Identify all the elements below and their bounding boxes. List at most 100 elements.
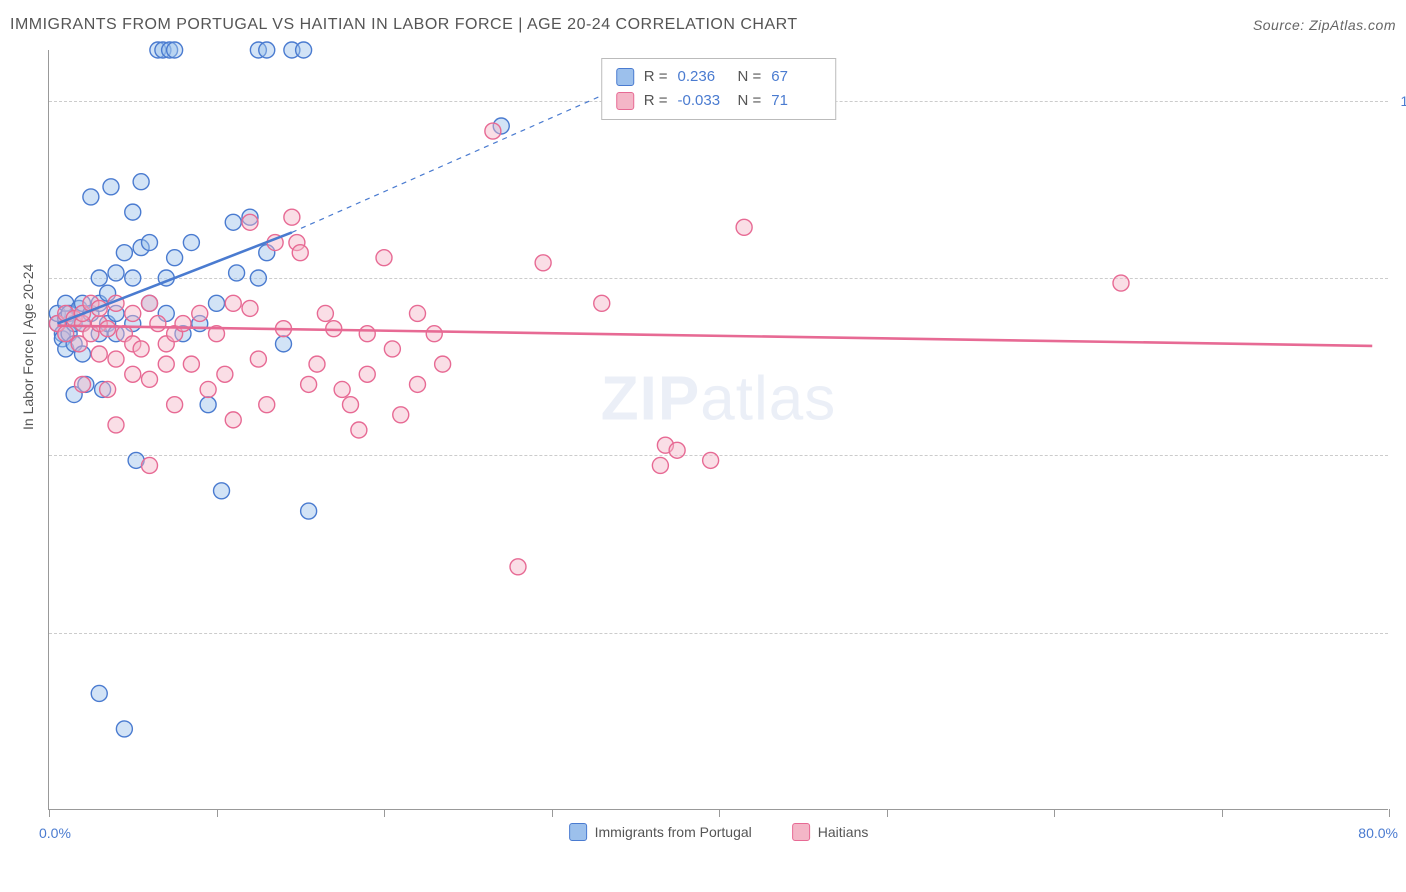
data-point — [200, 397, 216, 413]
data-point — [91, 270, 107, 286]
data-point — [343, 397, 359, 413]
bottom-legend-swatch-2 — [792, 823, 810, 841]
data-point — [192, 305, 208, 321]
x-tick — [887, 809, 888, 817]
x-label-max: 80.0% — [1358, 825, 1398, 841]
data-point — [108, 351, 124, 367]
data-point — [100, 381, 116, 397]
bottom-legend-item-2: Haitians — [792, 823, 869, 841]
data-point — [167, 397, 183, 413]
data-point — [167, 42, 183, 58]
data-point — [301, 503, 317, 519]
y-tick-label: 65.0% — [1393, 447, 1406, 463]
data-point — [736, 219, 752, 235]
y-axis-label: In Labor Force | Age 20-24 — [20, 264, 36, 430]
regression-line — [57, 326, 1372, 346]
data-point — [250, 351, 266, 367]
bottom-legend-item-1: Immigrants from Portugal — [569, 823, 752, 841]
data-point — [359, 366, 375, 382]
data-point — [259, 42, 275, 58]
data-point — [133, 174, 149, 190]
data-point — [108, 417, 124, 433]
r-label: R = — [644, 65, 668, 89]
bottom-legend: Immigrants from Portugal Haitians — [569, 823, 869, 841]
source-label: Source: ZipAtlas.com — [1253, 17, 1396, 33]
title-bar: IMMIGRANTS FROM PORTUGAL VS HAITIAN IN L… — [10, 10, 1396, 40]
data-point — [125, 204, 141, 220]
data-point — [100, 321, 116, 337]
data-point — [242, 214, 258, 230]
data-point — [317, 305, 333, 321]
data-point — [175, 316, 191, 332]
data-point — [200, 381, 216, 397]
r-value-1: 0.236 — [678, 65, 728, 89]
data-point — [83, 189, 99, 205]
data-point — [225, 295, 241, 311]
data-point — [125, 270, 141, 286]
data-point — [259, 397, 275, 413]
data-point — [209, 295, 225, 311]
r-value-2: -0.033 — [678, 89, 728, 113]
data-point — [125, 366, 141, 382]
data-point — [91, 346, 107, 362]
data-point — [535, 255, 551, 271]
data-point — [276, 336, 292, 352]
x-tick — [1222, 809, 1223, 817]
data-point — [410, 376, 426, 392]
plot-area: 47.5%65.0%82.5%100.0% ZIPatlas R = 0.236… — [48, 50, 1388, 810]
data-point — [225, 412, 241, 428]
data-point — [351, 422, 367, 438]
data-point — [594, 295, 610, 311]
n-value-1: 67 — [771, 65, 821, 89]
data-point — [652, 457, 668, 473]
data-point — [142, 295, 158, 311]
data-point — [225, 214, 241, 230]
regression-line — [292, 96, 602, 233]
data-point — [301, 376, 317, 392]
y-tick-label: 100.0% — [1393, 93, 1406, 109]
data-point — [103, 179, 119, 195]
legend-swatch-2 — [616, 92, 634, 110]
legend-stats-row-1: R = 0.236 N = 67 — [616, 65, 822, 89]
x-tick — [49, 809, 50, 817]
data-point — [217, 366, 233, 382]
data-point — [410, 305, 426, 321]
data-point — [183, 235, 199, 251]
legend-stats-box: R = 0.236 N = 67 R = -0.033 N = 71 — [601, 58, 837, 120]
data-point — [116, 721, 132, 737]
data-point — [142, 371, 158, 387]
data-point — [133, 341, 149, 357]
data-point — [426, 326, 442, 342]
data-point — [359, 326, 375, 342]
x-label-min: 0.0% — [39, 825, 71, 841]
data-point — [510, 559, 526, 575]
x-tick — [552, 809, 553, 817]
data-point — [108, 265, 124, 281]
r-label-2: R = — [644, 89, 668, 113]
data-point — [91, 685, 107, 701]
bottom-legend-label-1: Immigrants from Portugal — [595, 824, 752, 840]
data-point — [125, 305, 141, 321]
n-label-2: N = — [738, 89, 762, 113]
data-point — [309, 356, 325, 372]
data-point — [142, 457, 158, 473]
data-point — [296, 42, 312, 58]
data-point — [393, 407, 409, 423]
chart-title: IMMIGRANTS FROM PORTUGAL VS HAITIAN IN L… — [10, 16, 798, 34]
data-point — [703, 452, 719, 468]
x-tick — [719, 809, 720, 817]
data-point — [116, 245, 132, 261]
x-tick — [1054, 809, 1055, 817]
data-point — [167, 250, 183, 266]
data-point — [334, 381, 350, 397]
bottom-legend-swatch-1 — [569, 823, 587, 841]
data-point — [183, 356, 199, 372]
data-point — [284, 209, 300, 225]
data-point — [669, 442, 685, 458]
y-tick-label: 47.5% — [1393, 625, 1406, 641]
data-point — [384, 341, 400, 357]
data-point — [75, 376, 91, 392]
x-tick — [1389, 809, 1390, 817]
n-label: N = — [738, 65, 762, 89]
data-point — [292, 245, 308, 261]
